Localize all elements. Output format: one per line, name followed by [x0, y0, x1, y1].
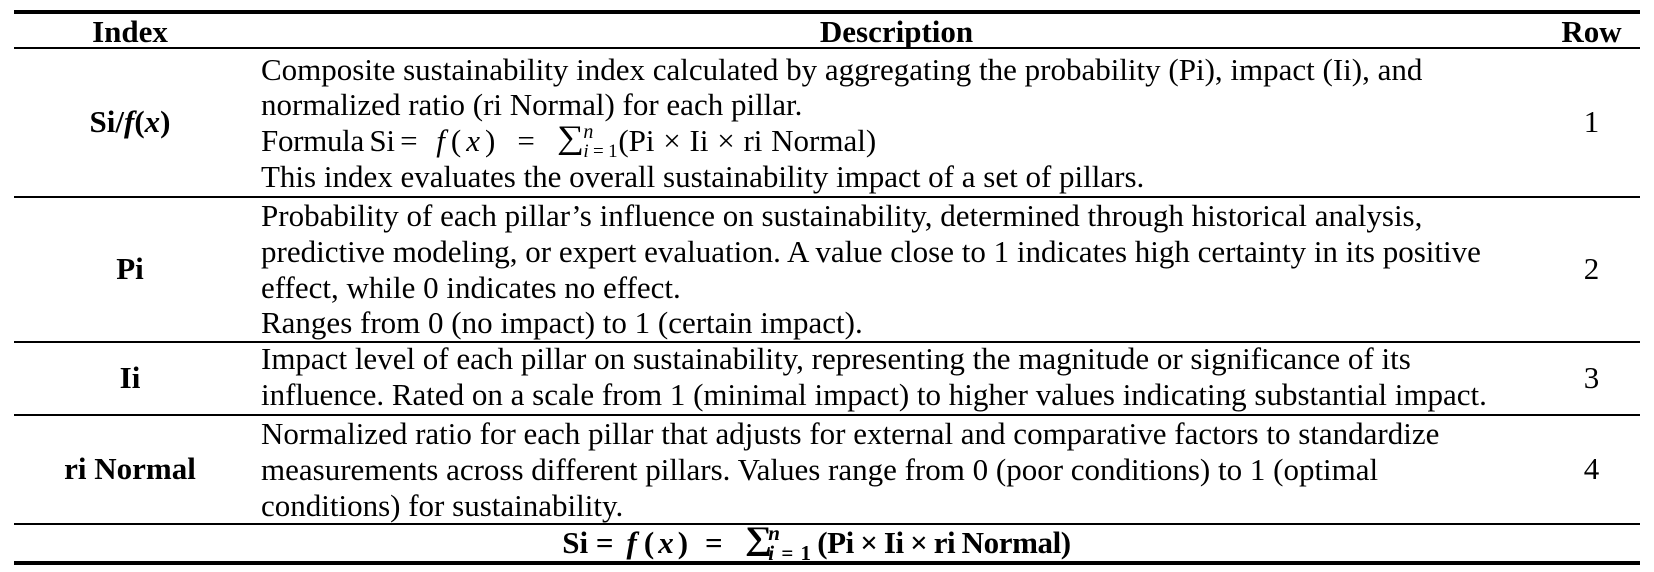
footer-formula-prefix: Si =: [562, 524, 614, 560]
table-row: Pi Probability of each pillar’s influenc…: [14, 198, 1640, 343]
description-cell: Composite sustainability index calculate…: [246, 49, 1547, 196]
footer-formula-f: f: [626, 524, 637, 560]
inline-formula-f: f: [436, 123, 445, 159]
index-cell-ri-normal: ri Normal: [64, 451, 196, 487]
description-cell: Probability of each pillar’s influence o…: [261, 198, 1481, 341]
sigma-lower-limit: i = 1: [768, 541, 813, 566]
inline-formula-prefix: Formula Si =: [261, 123, 418, 159]
inline-formula-x: x: [466, 123, 481, 159]
footer-formula-equals: =: [705, 524, 723, 560]
header-description: Description: [819, 13, 974, 49]
table-footer-formula-row: Si = f(x) = ∑ n i = 1 (Pi × Ii × ri Normal): [14, 521, 1640, 566]
footer-formula-paren-close: ): [677, 524, 689, 560]
row-number: 4: [1583, 451, 1600, 487]
inline-formula-sub-eq-1: = 1: [588, 140, 618, 162]
footer-formula-x: x: [658, 524, 674, 560]
description-cell: Impact level of each pillar on sustainab…: [261, 341, 1487, 413]
description-text: Composite sustainability index calculate…: [261, 51, 1423, 123]
index-label-si: Si/: [89, 104, 124, 140]
footer-formula: Si = f(x) = ∑ n i = 1 (Pi × Ii × ri Normal): [562, 521, 1071, 566]
footer-formula-sup-n: n: [768, 521, 781, 546]
index-cell-pi: Pi: [116, 251, 144, 287]
index-label-paren-open: (: [134, 104, 145, 140]
table-row: Ii Impact level of each pillar on sustai…: [14, 341, 1640, 416]
sigma-lower-limit: i = 1: [583, 140, 618, 162]
row-number: 3: [1583, 360, 1600, 396]
index-label-x: x: [144, 104, 161, 140]
index-label-f: f: [123, 104, 135, 140]
description-cell: Normalized ratio for each pillar that ad…: [261, 416, 1440, 523]
index-cell-si-fx: Si/f(x): [14, 49, 246, 196]
footer-formula-paren-open: (: [643, 524, 655, 560]
footer-formula-sub-i: i: [768, 541, 776, 566]
row-number: 1: [1583, 104, 1600, 140]
index-label: Si/f(x): [90, 104, 171, 140]
inline-formula-equals: =: [517, 123, 535, 159]
inline-formula: Formula Si = f(x) = ∑ n i = 1 (Pi × Ii × ri No…: [261, 119, 877, 162]
table-header-row: Index Description Row: [14, 13, 1640, 49]
index-cell-ii: Ii: [119, 360, 141, 396]
index-description-table: Index Description Row Si/f(x) Composite …: [14, 9, 1640, 566]
inline-formula-paren-open: (: [450, 123, 462, 159]
inline-formula-sub-i: i: [583, 140, 589, 162]
sigma-upper-limit: n: [768, 521, 781, 546]
table-row: Si/f(x) Composite sustainability index c…: [14, 49, 1640, 198]
description-text: This index evaluates the overall sustain…: [261, 158, 1145, 194]
inline-formula-sup-n: n: [583, 120, 594, 143]
index-label-paren-close: ): [160, 104, 171, 140]
header-row: Row: [1561, 13, 1622, 49]
footer-formula-sub-eq-1: = 1: [775, 541, 813, 566]
inline-formula-tail: (Pi × Ii × ri Normal): [618, 123, 877, 159]
inline-formula-paren-close: ): [485, 123, 496, 159]
header-index: Index: [92, 13, 168, 49]
table-row: ri Normal Normalized ratio for each pill…: [14, 416, 1640, 525]
footer-formula-tail: (Pi × Ii × ri Normal): [817, 524, 1071, 560]
sigma-upper-limit: n: [583, 122, 593, 142]
row-number: 2: [1583, 251, 1600, 287]
